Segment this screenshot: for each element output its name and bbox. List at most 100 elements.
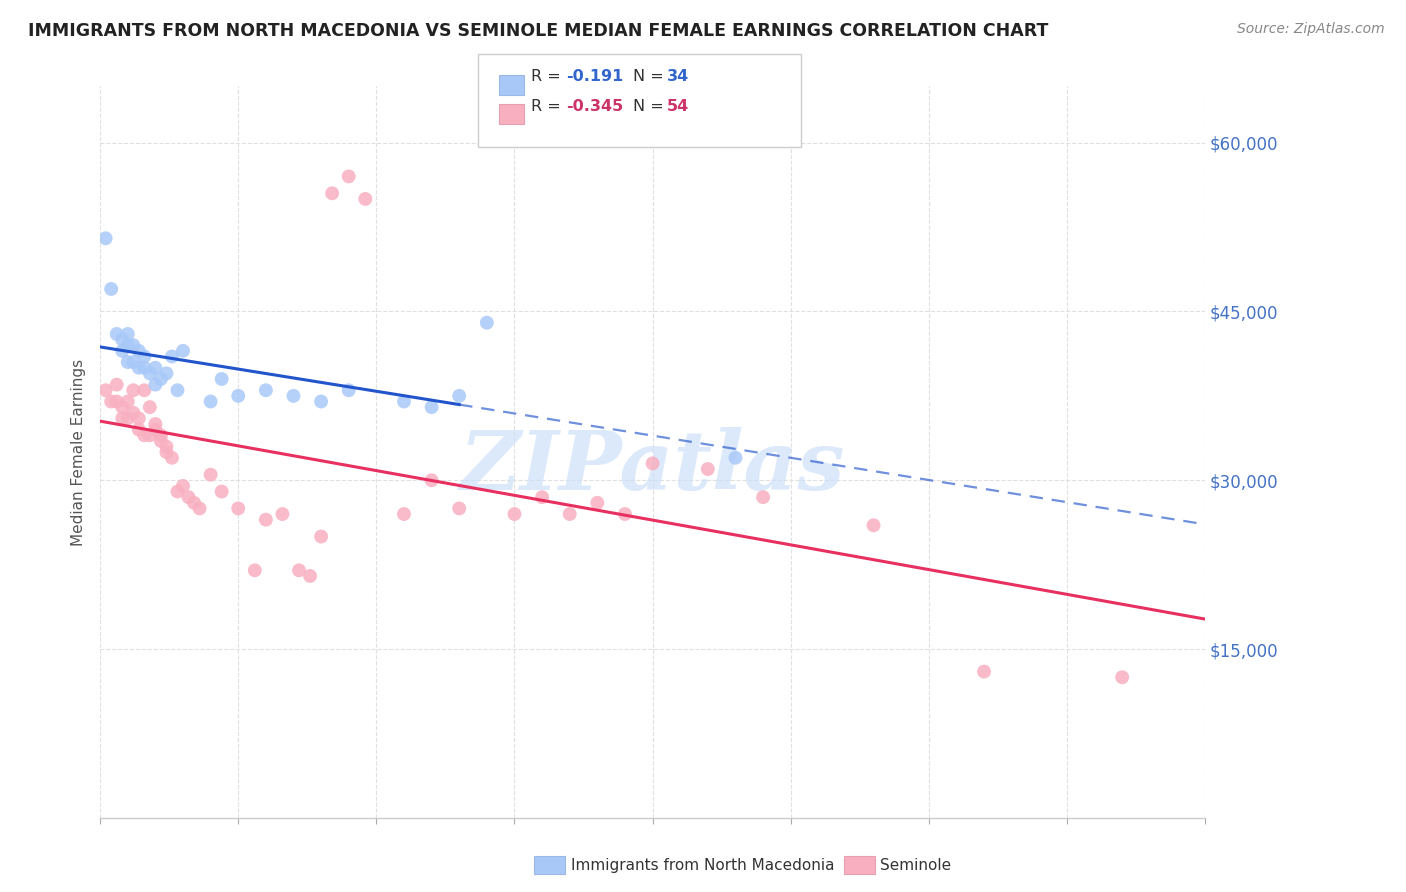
Point <box>134 428 156 442</box>
Point <box>392 394 415 409</box>
Point <box>117 338 139 352</box>
Point <box>183 496 205 510</box>
Point <box>475 316 498 330</box>
Text: R =: R = <box>531 70 567 84</box>
Point <box>160 350 183 364</box>
Point <box>337 169 360 184</box>
Point <box>288 563 311 577</box>
Point <box>128 343 150 358</box>
Point <box>243 563 266 577</box>
Point <box>724 450 747 465</box>
Text: 34: 34 <box>666 70 689 84</box>
Point <box>254 383 277 397</box>
Text: Immigrants from North Macedonia: Immigrants from North Macedonia <box>571 858 834 872</box>
Text: N =: N = <box>633 99 669 113</box>
Point <box>166 484 188 499</box>
Point <box>134 360 156 375</box>
Point <box>111 411 134 425</box>
Point <box>613 507 636 521</box>
Point <box>211 372 233 386</box>
Point <box>309 394 332 409</box>
Point <box>586 496 609 510</box>
Point <box>155 367 177 381</box>
Text: 54: 54 <box>666 99 689 113</box>
Point <box>128 423 150 437</box>
Point <box>139 428 162 442</box>
Point <box>254 513 277 527</box>
Point <box>117 326 139 341</box>
Point <box>449 501 471 516</box>
Point <box>122 383 145 397</box>
Point <box>172 479 194 493</box>
Point <box>111 333 134 347</box>
Point <box>226 389 249 403</box>
Point <box>105 394 128 409</box>
Text: R =: R = <box>531 99 567 113</box>
Point <box>94 383 117 397</box>
Point <box>531 490 554 504</box>
Point <box>211 484 233 499</box>
Point <box>100 282 122 296</box>
Point <box>117 394 139 409</box>
Point <box>117 355 139 369</box>
Point <box>392 507 415 521</box>
Point <box>200 467 222 482</box>
Point <box>337 383 360 397</box>
Point <box>177 490 200 504</box>
Point <box>696 462 718 476</box>
Point <box>149 372 172 386</box>
Text: Source: ZipAtlas.com: Source: ZipAtlas.com <box>1237 22 1385 37</box>
Point <box>100 394 122 409</box>
Y-axis label: Median Female Earnings: Median Female Earnings <box>72 359 86 546</box>
Point <box>145 360 167 375</box>
Point <box>420 473 443 487</box>
Point <box>145 377 167 392</box>
Point <box>226 501 249 516</box>
Text: -0.191: -0.191 <box>567 70 624 84</box>
Point <box>641 457 664 471</box>
Point <box>105 377 128 392</box>
Point <box>166 383 188 397</box>
Point <box>128 411 150 425</box>
Point <box>354 192 377 206</box>
Point <box>309 530 332 544</box>
Point <box>973 665 995 679</box>
Point <box>122 338 145 352</box>
Point <box>283 389 305 403</box>
Point <box>299 569 322 583</box>
Text: N =: N = <box>633 70 669 84</box>
Point <box>160 450 183 465</box>
Point <box>752 490 775 504</box>
Point <box>128 360 150 375</box>
Text: ZIPatlas: ZIPatlas <box>460 426 845 507</box>
Point <box>271 507 294 521</box>
Point <box>1111 670 1133 684</box>
Point <box>111 343 134 358</box>
Point <box>449 389 471 403</box>
Text: -0.345: -0.345 <box>567 99 624 113</box>
Point <box>105 326 128 341</box>
Point <box>503 507 526 521</box>
Point <box>149 428 172 442</box>
Point <box>134 350 156 364</box>
Point <box>94 231 117 245</box>
Point <box>145 417 167 431</box>
Point <box>117 411 139 425</box>
Point <box>139 367 162 381</box>
Point <box>139 400 162 414</box>
Text: IMMIGRANTS FROM NORTH MACEDONIA VS SEMINOLE MEDIAN FEMALE EARNINGS CORRELATION C: IMMIGRANTS FROM NORTH MACEDONIA VS SEMIN… <box>28 22 1049 40</box>
Point <box>172 343 194 358</box>
Point <box>155 445 177 459</box>
Point <box>134 383 156 397</box>
Point <box>111 400 134 414</box>
Point <box>420 400 443 414</box>
Point <box>122 355 145 369</box>
Text: Seminole: Seminole <box>880 858 952 872</box>
Point <box>155 440 177 454</box>
Point <box>200 394 222 409</box>
Point <box>122 406 145 420</box>
Point <box>558 507 581 521</box>
Point <box>321 186 343 201</box>
Point <box>145 423 167 437</box>
Point <box>149 434 172 448</box>
